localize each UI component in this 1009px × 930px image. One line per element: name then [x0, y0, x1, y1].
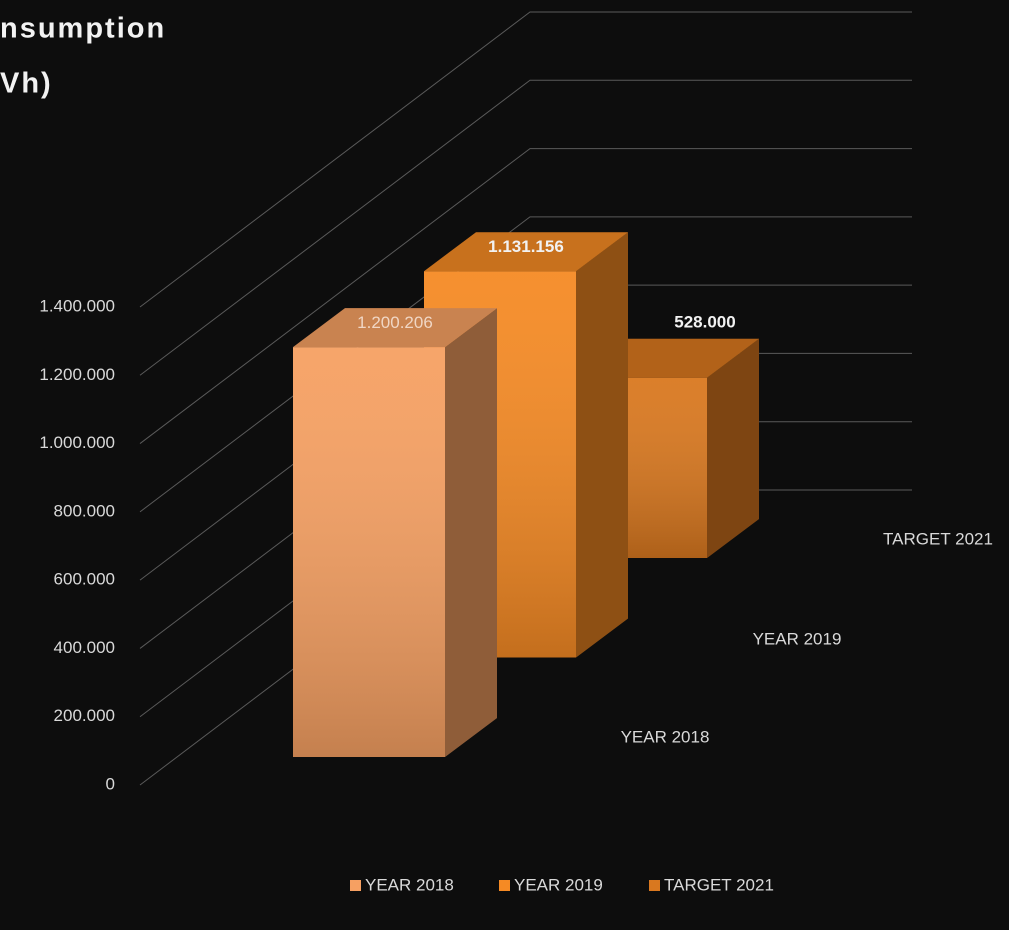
- legend-swatch: [350, 880, 361, 891]
- legend-swatch: [499, 880, 510, 891]
- grid-line: [139, 148, 912, 444]
- bar-top: [293, 308, 497, 348]
- bar-top: [424, 232, 628, 272]
- y-tick-label: 600.000: [54, 570, 115, 589]
- grid-line: [139, 79, 912, 376]
- data-label: 1.131.156: [488, 237, 564, 256]
- data-label: 528.000: [674, 313, 735, 332]
- y-tick-label: 400.000: [54, 638, 115, 657]
- data-label: 1.200.206: [357, 313, 433, 332]
- legend-label: TARGET 2021: [664, 875, 774, 894]
- bar-side-shade: [707, 338, 759, 558]
- grid-line: [139, 216, 912, 513]
- y-tick-label: 0: [106, 774, 115, 793]
- y-tick-label: 1.200.000: [39, 365, 115, 384]
- legend-label: YEAR 2019: [514, 875, 603, 894]
- grid-line: [139, 11, 912, 308]
- chart-title: nsumption: [0, 13, 166, 45]
- category-label: YEAR 2018: [621, 727, 710, 746]
- y-tick-label: 1.000.000: [39, 433, 115, 452]
- bar-side: [576, 232, 628, 658]
- bar-side-shade: [576, 232, 628, 658]
- category-label: YEAR 2019: [753, 629, 842, 648]
- y-tick-label: 200.000: [54, 706, 115, 725]
- category-label: TARGET 2021: [883, 529, 993, 548]
- legend-swatch: [649, 880, 660, 891]
- bar-top-shade: [293, 308, 497, 348]
- y-tick-label: 800.000: [54, 501, 115, 520]
- bar-top-shade: [424, 232, 628, 272]
- bar-side-shade: [445, 308, 497, 757]
- bar-side: [707, 338, 759, 558]
- bar-side: [445, 308, 497, 757]
- y-tick-label: 1.400.000: [39, 296, 115, 315]
- chart-title: Vh): [0, 68, 53, 100]
- bar-shade: [293, 347, 445, 757]
- legend-label: YEAR 2018: [365, 875, 454, 894]
